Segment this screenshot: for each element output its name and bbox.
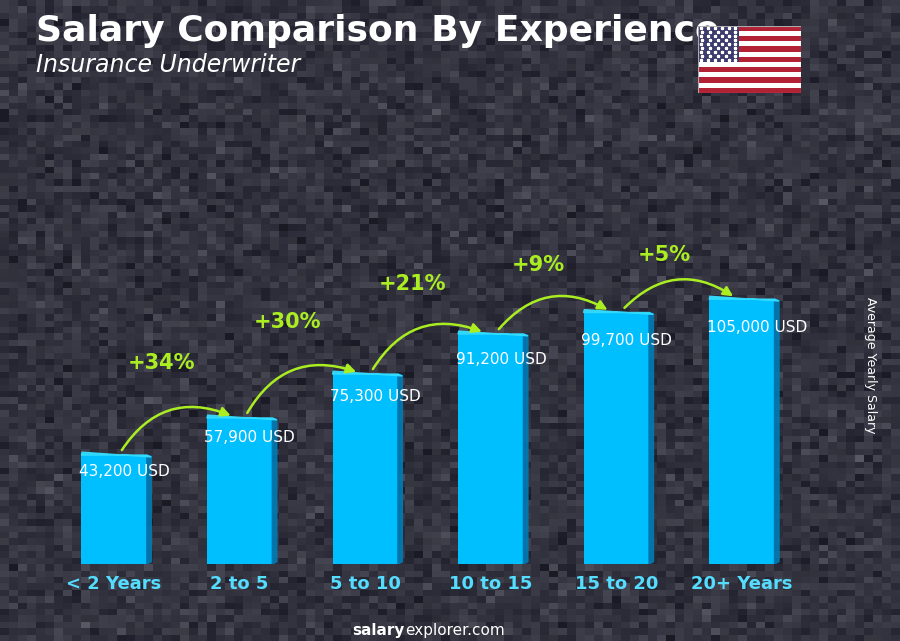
Text: 91,200 USD: 91,200 USD [455, 353, 546, 367]
FancyBboxPatch shape [583, 313, 649, 564]
Text: 99,700 USD: 99,700 USD [581, 333, 672, 347]
Text: 57,900 USD: 57,900 USD [204, 429, 295, 445]
Polygon shape [207, 415, 277, 420]
Bar [698, 67, 801, 72]
Bar [698, 78, 801, 83]
Polygon shape [81, 452, 151, 457]
Text: +30%: +30% [254, 312, 321, 331]
Text: 75,300 USD: 75,300 USD [330, 389, 421, 404]
FancyBboxPatch shape [709, 299, 775, 564]
Bar [698, 26, 801, 31]
Polygon shape [775, 299, 779, 564]
Text: +34%: +34% [128, 353, 195, 373]
Bar [698, 83, 801, 88]
FancyBboxPatch shape [332, 374, 398, 564]
FancyBboxPatch shape [81, 455, 147, 564]
Text: 105,000 USD: 105,000 USD [706, 320, 807, 335]
Bar [698, 31, 801, 36]
Text: explorer.com: explorer.com [405, 623, 505, 638]
Bar [698, 62, 801, 67]
Polygon shape [709, 296, 779, 301]
Text: +9%: +9% [512, 255, 565, 276]
Text: 43,200 USD: 43,200 USD [79, 464, 169, 479]
Bar [698, 56, 801, 62]
Bar [698, 51, 801, 56]
Text: Average Yearly Salary: Average Yearly Salary [865, 297, 878, 433]
Bar [698, 72, 801, 78]
Bar [698, 88, 801, 93]
Bar [698, 46, 801, 51]
Polygon shape [147, 455, 151, 564]
Polygon shape [649, 313, 653, 564]
Polygon shape [398, 374, 402, 564]
FancyBboxPatch shape [458, 334, 524, 564]
FancyBboxPatch shape [207, 418, 273, 564]
Polygon shape [524, 334, 528, 564]
Polygon shape [458, 331, 528, 336]
Polygon shape [273, 418, 277, 564]
Polygon shape [332, 371, 402, 376]
Bar [698, 41, 801, 46]
Bar [698, 26, 739, 62]
Text: +21%: +21% [379, 274, 446, 294]
Text: Salary Comparison By Experience: Salary Comparison By Experience [36, 14, 719, 48]
Bar [698, 36, 801, 41]
Polygon shape [583, 310, 653, 315]
Text: Insurance Underwriter: Insurance Underwriter [36, 53, 301, 76]
Text: +5%: +5% [637, 245, 690, 265]
Text: salary: salary [353, 623, 405, 638]
